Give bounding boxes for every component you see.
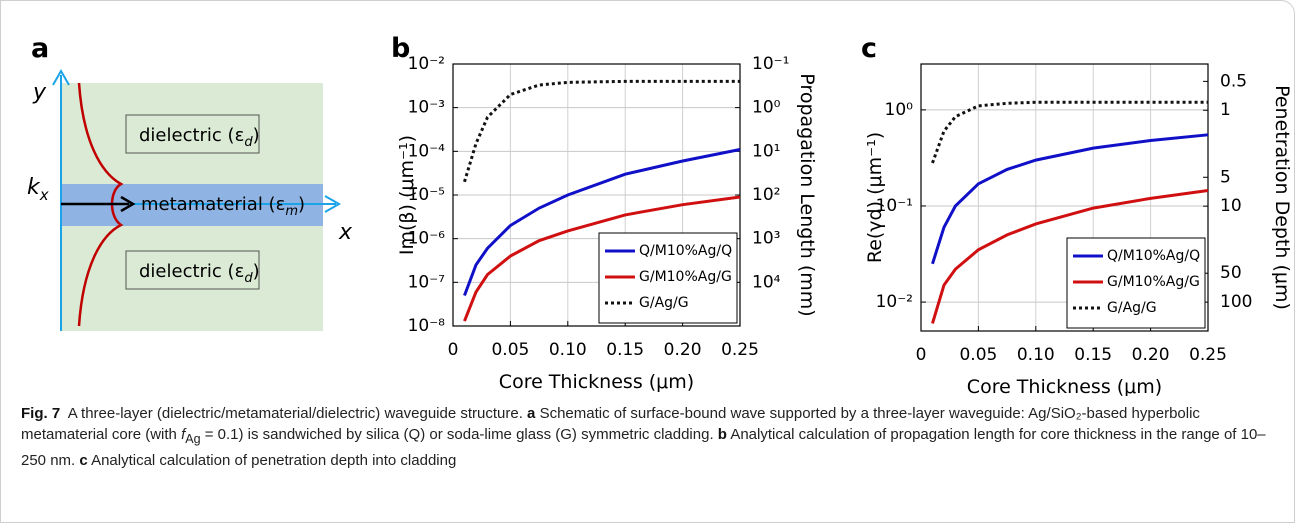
legend-label: G/Ag/G bbox=[639, 295, 689, 311]
axis-letter: y bbox=[32, 80, 47, 105]
x-tick-label: 0.20 bbox=[664, 340, 702, 360]
dielectric-label: dielectric (εd) bbox=[139, 125, 260, 150]
legend-label: Q/M10%Ag/Q bbox=[1107, 248, 1200, 264]
figure-panels: a dielectric (εd) metamaterial (εm) diel… bbox=[27, 33, 1293, 398]
label-box bbox=[125, 250, 260, 290]
arrow-head bbox=[120, 195, 136, 213]
y2-tick-label: 10¹ bbox=[752, 141, 780, 161]
caption-key: a bbox=[527, 405, 536, 422]
y-tick-label: 10⁻¹ bbox=[876, 196, 913, 216]
y2-tick-label: 1 bbox=[1220, 100, 1231, 120]
caption-text: A three-layer (dielectric/metamaterial/d… bbox=[67, 405, 523, 422]
y2-tick-label: 10⁻¹ bbox=[752, 54, 789, 74]
series-line bbox=[931, 100, 1208, 164]
legend-label: G/M10%Ag/G bbox=[1107, 274, 1200, 290]
caption: Fig. 7 A three-layer (dielectric/metamat… bbox=[21, 403, 1276, 471]
y-tick-label: 10⁻² bbox=[408, 54, 445, 74]
panel-letter: c bbox=[861, 33, 877, 64]
plot-frame bbox=[920, 63, 1209, 332]
k-label: kx bbox=[27, 175, 49, 204]
label-text: ) bbox=[253, 125, 260, 146]
series-line bbox=[931, 188, 1209, 324]
x-axis-label: Core Thickness (μm) bbox=[967, 376, 1162, 396]
caption-text: Analytical calculation of propagation le… bbox=[21, 426, 1266, 469]
label-sub: m bbox=[285, 204, 298, 219]
legend-label: Q/M10%Ag/Q bbox=[639, 243, 732, 259]
caption-key: b bbox=[717, 426, 727, 443]
series-line bbox=[463, 79, 740, 183]
x-tick-label: 0 bbox=[916, 345, 927, 365]
label-text: dielectric (ε bbox=[139, 125, 244, 146]
x-tick-label: 0.10 bbox=[549, 340, 587, 360]
y-tick-label: 10⁻⁴ bbox=[408, 141, 446, 161]
series-line bbox=[931, 133, 1209, 265]
caption-text: Schematic of surface-bound wave supporte… bbox=[21, 405, 1200, 443]
caption-sub: Ag bbox=[185, 432, 201, 446]
y2-axis-label: Penetration Depth (μm) bbox=[1271, 85, 1293, 310]
y-tick-label: 10⁻⁵ bbox=[408, 185, 445, 205]
label-sub: d bbox=[244, 135, 253, 150]
label-box bbox=[125, 114, 260, 154]
y2-tick-label: 50 bbox=[1220, 263, 1242, 283]
y2-tick-label: 0.5 bbox=[1220, 71, 1247, 91]
k-sub: x bbox=[39, 186, 49, 204]
x-tick-label: 0.15 bbox=[606, 340, 644, 360]
y-tick-label: 10⁻² bbox=[876, 292, 913, 312]
label-text: dielectric (ε bbox=[139, 261, 244, 282]
y2-tick-label: 100 bbox=[1220, 292, 1252, 312]
x-tick-label: 0.25 bbox=[1189, 345, 1227, 365]
label-text: ) bbox=[253, 261, 260, 282]
x-tick-label: 0.05 bbox=[959, 345, 997, 365]
caption-var: f bbox=[181, 426, 186, 443]
y-tick-label: 10⁻⁷ bbox=[408, 272, 446, 292]
caption-text: = 0.1) is sandwiched by silica (Q) or so… bbox=[204, 426, 714, 443]
caption-text: Analytical calculation of penetration de… bbox=[91, 452, 457, 469]
y-tick-label: 10⁰ bbox=[885, 100, 914, 120]
arrow-head bbox=[52, 68, 70, 86]
caption-key: c bbox=[79, 452, 88, 469]
y-axis-label: Im(β) (μm⁻¹) bbox=[396, 135, 418, 255]
y2-tick-label: 10⁴ bbox=[752, 272, 781, 292]
caption-label: Fig. 7 bbox=[21, 405, 61, 422]
panel-letter: a bbox=[31, 33, 49, 64]
arrow-head bbox=[324, 195, 342, 213]
dielectric-label: dielectric (εd) bbox=[139, 261, 260, 286]
y2-tick-label: 5 bbox=[1220, 167, 1231, 187]
legend-label: G/M10%Ag/G bbox=[639, 269, 732, 285]
legend-label: G/Ag/G bbox=[1107, 300, 1157, 316]
series-line bbox=[463, 195, 741, 322]
x-tick-label: 0.20 bbox=[1132, 345, 1170, 365]
y-tick-label: 10⁻³ bbox=[408, 98, 445, 118]
axis-letter: x bbox=[338, 220, 353, 245]
label-text: metamaterial (ε bbox=[141, 194, 285, 215]
y2-tick-label: 10³ bbox=[752, 229, 780, 249]
y-axis-label: Re(γd) (μm⁻¹) bbox=[864, 132, 886, 263]
x-tick-label: 0.10 bbox=[1017, 345, 1055, 365]
y2-tick-label: 10² bbox=[752, 185, 780, 205]
panel-letter: b bbox=[391, 33, 410, 64]
label-sub: d bbox=[244, 271, 253, 286]
y-tick-label: 10⁻⁶ bbox=[408, 229, 446, 249]
x-tick-label: 0.05 bbox=[491, 340, 529, 360]
label-text: ) bbox=[298, 194, 305, 215]
y2-axis-label: Propagation Length (mm) bbox=[796, 73, 818, 316]
x-tick-label: 0.25 bbox=[721, 340, 759, 360]
k-text: k bbox=[27, 175, 41, 200]
x-tick-label: 0.15 bbox=[1074, 345, 1112, 365]
x-tick-label: 0 bbox=[448, 340, 459, 360]
plot-frame bbox=[452, 63, 741, 327]
y-tick-label: 10⁻⁸ bbox=[408, 316, 446, 336]
y2-tick-label: 10⁰ bbox=[752, 98, 781, 118]
x-axis-label: Core Thickness (μm) bbox=[499, 371, 694, 393]
y2-tick-label: 10 bbox=[1220, 196, 1242, 216]
series-line bbox=[463, 148, 741, 297]
metamaterial-label: metamaterial (εm) bbox=[141, 194, 305, 219]
